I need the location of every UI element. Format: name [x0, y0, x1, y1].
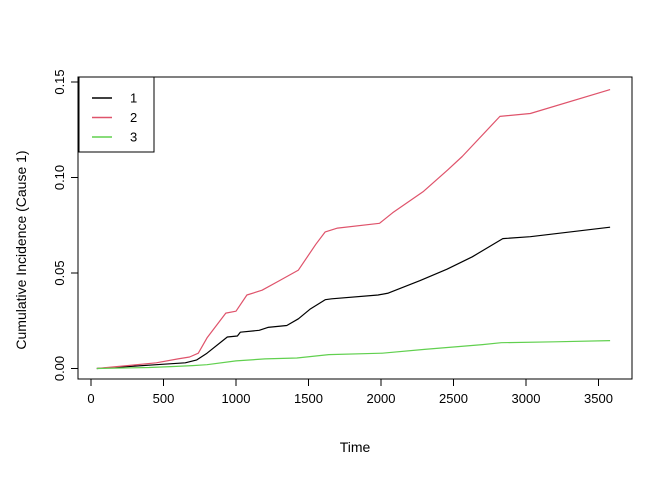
legend-label-2: 2 [130, 110, 137, 125]
series-line-3 [96, 340, 611, 370]
x-tick-label: 3000 [512, 391, 541, 406]
y-tick-label: 0.15 [52, 69, 67, 94]
x-tick-label: 1000 [222, 391, 251, 406]
series-line-2 [96, 89, 611, 370]
plot-box [77, 76, 633, 380]
x-tick-label: 0 [87, 391, 94, 406]
x-tick-label: 3500 [584, 391, 613, 406]
x-axis-title: Time [340, 439, 371, 455]
legend-box [78, 76, 155, 153]
legend-label-3: 3 [130, 130, 137, 145]
y-tick-label: 0.05 [52, 260, 67, 285]
y-axis-title: Cumulative Incidence (Cause 1) [13, 150, 29, 349]
series-line-1 [96, 226, 611, 370]
x-tick-label: 1500 [294, 391, 323, 406]
x-tick-label: 2500 [439, 391, 468, 406]
x-tick-label: 2000 [367, 391, 396, 406]
x-tick-label: 500 [153, 391, 175, 406]
axes-layer: 0 500 1000 1500 2000 2500 3000 3500 0.00 0.05 0.10… [52, 69, 613, 406]
y-tick-label: 0.00 [52, 356, 67, 381]
y-tick-label: 0.10 [52, 165, 67, 190]
legend-label-1: 1 [130, 91, 137, 106]
series-layer [96, 89, 611, 370]
legend-layer: 1 2 3 [78, 76, 155, 153]
